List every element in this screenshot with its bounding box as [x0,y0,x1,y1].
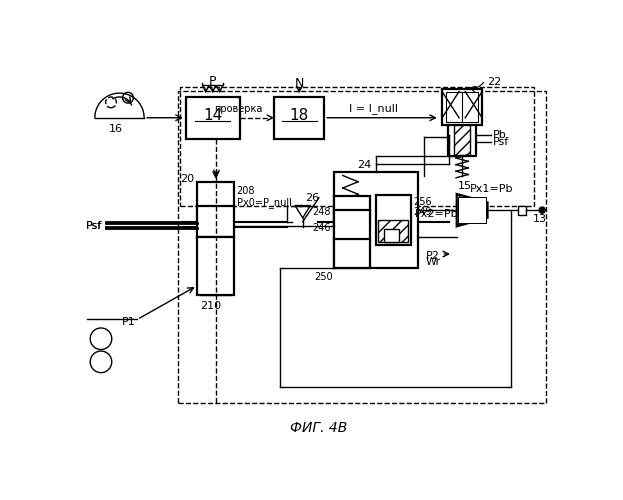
Text: 20: 20 [180,174,194,184]
Bar [384,228,399,242]
Text: ФИГ. 4В: ФИГ. 4В [290,421,348,435]
Polygon shape [457,194,488,226]
Bar [378,220,408,242]
Bar [454,126,470,154]
Text: P: P [209,75,216,88]
Text: I = I_null: I = I_null [349,104,398,115]
Text: Psf: Psf [85,220,102,230]
Bar [186,97,240,138]
Bar [274,97,325,138]
Bar [333,196,371,226]
Bar [338,200,367,222]
Text: Psf: Psf [85,220,102,230]
Bar [338,242,367,264]
Text: 249: 249 [413,206,431,216]
Text: Wr: Wr [426,256,441,266]
Text: Pb: Pb [493,130,506,140]
Text: Psf: Psf [493,138,509,147]
Bar [376,194,411,245]
Bar [197,237,234,295]
Bar [333,172,418,268]
Text: 256: 256 [413,198,432,207]
Bar [518,206,526,215]
Circle shape [90,351,112,372]
Circle shape [90,328,112,349]
Bar [201,183,231,206]
Text: 26: 26 [305,193,319,203]
Text: N: N [295,76,304,90]
Circle shape [123,92,133,103]
Text: 15: 15 [459,182,472,192]
Text: 13: 13 [533,214,547,224]
Bar [179,87,534,206]
Bar [338,214,367,237]
Bar [442,90,482,126]
Text: Px1=Pb: Px1=Pb [470,184,513,194]
Bar [201,210,231,237]
Text: 248: 248 [312,206,330,216]
Text: Px2=Pb: Px2=Pb [414,209,458,219]
Bar [459,197,486,223]
Text: 250: 250 [314,272,333,282]
Text: P2: P2 [426,252,440,262]
Bar [178,91,546,402]
Polygon shape [295,206,310,218]
Text: 14: 14 [203,108,222,123]
Text: 24: 24 [356,160,371,170]
Bar [197,182,234,208]
Circle shape [539,207,545,213]
Text: 246: 246 [312,223,330,233]
Text: 22: 22 [487,76,501,86]
Bar [333,210,371,241]
Circle shape [106,97,117,108]
Bar [201,242,231,295]
Bar [333,238,371,268]
Text: 16: 16 [108,124,123,134]
Text: 208: 208 [237,186,255,196]
Text: 18: 18 [290,108,309,123]
Text: 210: 210 [201,302,221,312]
Text: проверка: проверка [214,104,262,114]
Bar [197,206,234,237]
Text: Px0=P_null: Px0=P_null [237,197,292,208]
Text: P1: P1 [121,317,136,327]
Bar [446,92,478,122]
